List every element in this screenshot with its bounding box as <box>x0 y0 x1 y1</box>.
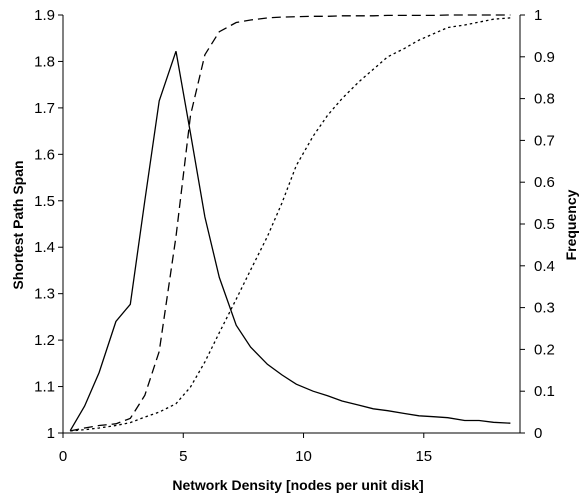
series-line-dotted <box>70 17 511 432</box>
y-right-tick-label: 1 <box>534 7 542 24</box>
series-line-dashed <box>70 14 511 432</box>
axes-layer <box>62 15 521 434</box>
y-right-tick-label: 0.6 <box>534 174 555 191</box>
y-right-tick-label: 0.2 <box>534 341 555 358</box>
y-left-tick-label: 1.7 <box>34 100 55 117</box>
x-tick-label: 10 <box>295 448 312 465</box>
y-right-tick-label: 0.3 <box>534 300 555 317</box>
x-tick-label: 15 <box>415 448 432 465</box>
y-right-tick-label: 0 <box>534 425 542 442</box>
y-left-tick-label: 1 <box>47 425 55 442</box>
y-left-tick-label: 1.4 <box>34 239 55 256</box>
y-left-tick-label: 1.6 <box>34 146 55 163</box>
y-left-tick-label: 1.1 <box>34 379 55 396</box>
y-left-tick-label: 1.8 <box>34 53 55 70</box>
y-left-tick-label: 1.3 <box>34 286 55 303</box>
y-axis-right-title: Frequency <box>563 189 579 260</box>
y-left-tick-label: 1.5 <box>34 193 55 210</box>
y-right-tick-label: 0.1 <box>534 383 555 400</box>
ticks-layer: 1 1.1 1.2 1.3 1.4 1.5 1.6 1.7 1.8 1.9 0 0.1 0.2 0.3 0.… <box>34 7 555 465</box>
y-right-tick-label: 0.5 <box>534 216 555 233</box>
series-line-solid <box>69 50 511 432</box>
x-tick-label: 0 <box>59 448 67 465</box>
y-left-tick-label: 1.2 <box>34 332 55 349</box>
y-axis-left-title: Shortest Path Span <box>10 160 26 289</box>
x-tick-label: 5 <box>179 448 187 465</box>
y-left-tick-label: 1.9 <box>34 7 55 24</box>
y-right-tick-label: 0.9 <box>534 49 555 66</box>
y-right-tick-label: 0.8 <box>534 91 555 108</box>
x-axis-title: Network Density [nodes per unit disk] <box>172 477 423 493</box>
y-right-tick-label: 0.7 <box>534 132 555 149</box>
series-layer <box>69 14 511 432</box>
y-right-tick-label: 0.4 <box>534 258 555 275</box>
